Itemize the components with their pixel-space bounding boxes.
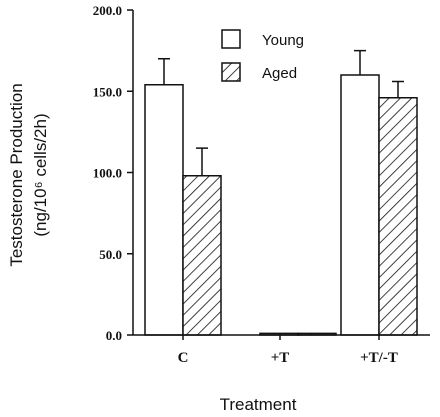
- bar-young-0: [144, 84, 184, 336]
- legend: Young Aged: [221, 29, 304, 82]
- y-tick-label: 150.0: [93, 84, 122, 99]
- y-tick-label: 50.0: [99, 247, 122, 262]
- x-tick-label: C: [178, 350, 189, 366]
- bar-aged-2: [378, 97, 418, 336]
- bars-layer: [144, 49, 418, 336]
- bar-young-2: [340, 74, 380, 336]
- x-axis-tick-labels: C +T +T/-T: [178, 335, 398, 366]
- x-tick-label: +T/-T: [360, 350, 398, 366]
- legend-swatch-young: [221, 29, 241, 49]
- legend-swatch-aged: [221, 62, 241, 82]
- y-tick-label: 0.0: [106, 328, 122, 343]
- x-axis-title: Treatment: [220, 395, 297, 414]
- legend-label-aged: Aged: [262, 65, 297, 82]
- y-tick-label: 100.0: [93, 166, 122, 181]
- bar-aged-0: [182, 175, 222, 336]
- y-tick-label: 200.0: [93, 3, 122, 18]
- y-axis-title-line1: Testosterone Production: [7, 83, 26, 266]
- y-axis-title-line2: (ng/10⁶ cells/2h): [31, 113, 50, 236]
- y-axis-ticks: 0.0 50.0 100.0 150.0 200.0: [93, 3, 133, 343]
- legend-label-young: Young: [262, 32, 304, 49]
- x-tick-label: +T: [271, 350, 290, 366]
